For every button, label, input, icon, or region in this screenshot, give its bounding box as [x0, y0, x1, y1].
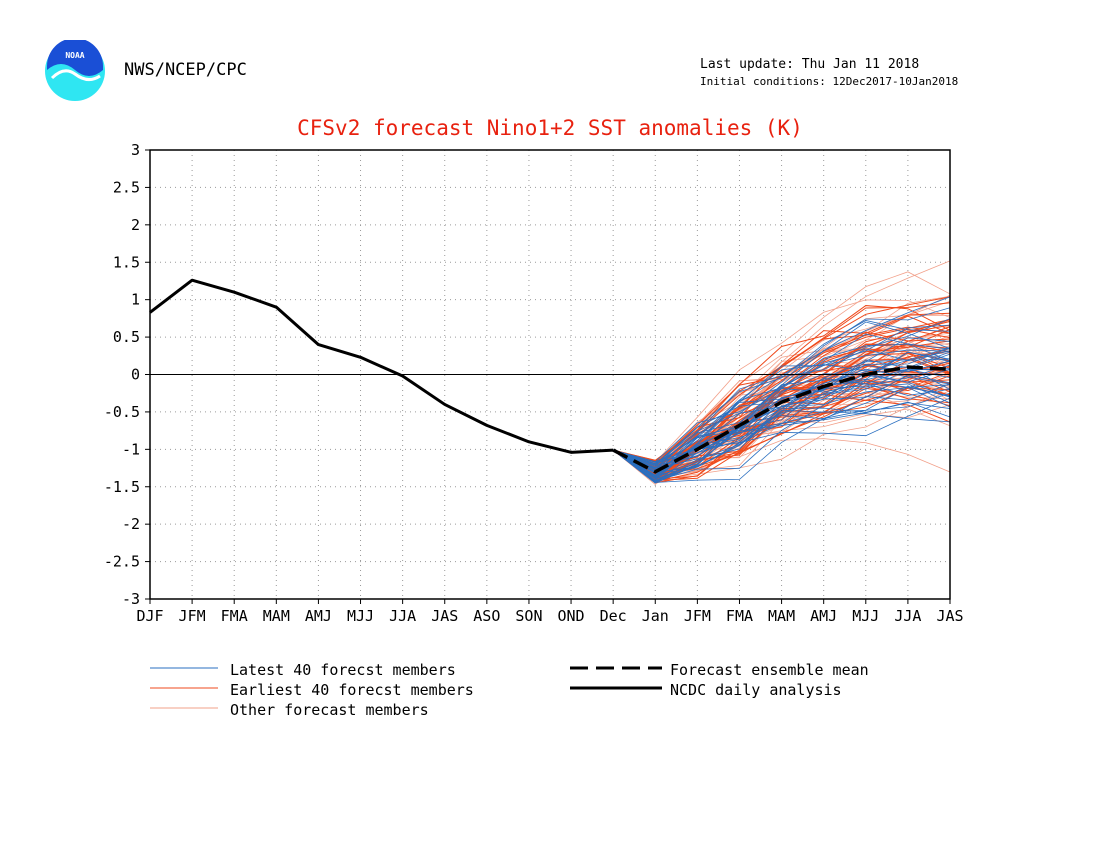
x-tick-label: JAS — [936, 607, 963, 625]
latest-member-line — [613, 349, 951, 469]
legend-earliest-label: Earliest 40 forecst members — [230, 681, 474, 699]
y-tick-label: -2.5 — [104, 553, 140, 571]
x-tick-label: OND — [558, 607, 585, 625]
legend-mean-label: Forecast ensemble mean — [670, 661, 869, 679]
x-tick-label: Dec — [600, 607, 627, 625]
latest-member-line — [612, 372, 951, 478]
y-tick-label: -2 — [122, 515, 140, 533]
latest-member-line — [612, 351, 951, 474]
y-tick-label: -1.5 — [104, 478, 140, 496]
x-tick-label: AMJ — [810, 607, 837, 625]
latest-members — [612, 296, 951, 484]
other-member-line — [613, 299, 951, 463]
y-tick-label: 1 — [131, 291, 140, 309]
x-tick-label: FMA — [221, 607, 248, 625]
axes-layer: DJF JFM FMA MAM AMJ MJJ JJA JAS ASO SON OND Dec Jan J… — [104, 141, 964, 625]
x-tick-label: DJF — [136, 607, 163, 625]
latest-member-line — [612, 364, 951, 483]
latest-member-line — [612, 321, 951, 470]
ensemble-mean-line — [612, 365, 951, 474]
y-tick-label: -3 — [122, 590, 140, 608]
analysis-line — [149, 278, 614, 454]
x-tick-label: MAM — [263, 607, 290, 625]
latest-member-line — [612, 337, 951, 477]
x-tick-label: Jan — [642, 607, 669, 625]
y-tick-label: 3 — [131, 141, 140, 159]
x-tick-label: JAS — [431, 607, 458, 625]
x-tick-label: AMJ — [305, 607, 332, 625]
latest-member-line — [612, 333, 951, 484]
y-tick-label: -0.5 — [104, 403, 140, 421]
x-tick-label: MJJ — [852, 607, 879, 625]
x-tick-label: ASO — [473, 607, 500, 625]
x-tick-label: MAM — [768, 607, 795, 625]
earliest-member-line — [612, 328, 951, 482]
latest-member-line — [612, 374, 951, 473]
latest-member-line — [612, 383, 951, 481]
latest-member-line — [612, 385, 951, 483]
last-update: Last update: Thu Jan 11 2018 — [700, 57, 920, 72]
earliest-member-line — [612, 365, 951, 480]
latest-member-line — [613, 318, 951, 464]
legend-other-label: Other forecast members — [230, 701, 429, 719]
noaa-logo-text: NOAA — [65, 51, 84, 60]
agency-label: NWS/NCEP/CPC — [124, 60, 247, 80]
legend-latest-label: Latest 40 forecst members — [230, 661, 456, 679]
chart-title: CFSv2 forecast Nino1+2 SST anomalies (K) — [297, 116, 803, 140]
noaa-logo-gull — [50, 69, 101, 81]
legend-analysis-label: NCDC daily analysis — [670, 681, 842, 699]
latest-member-line — [612, 368, 951, 473]
latest-member-line — [612, 358, 951, 470]
y-tick-label: 0.5 — [113, 328, 140, 346]
latest-member-line — [613, 320, 951, 465]
x-tick-label: SON — [515, 607, 542, 625]
y-tick-label: 1.5 — [113, 253, 140, 271]
legend: Latest 40 forecst members Earliest 40 fo… — [150, 661, 869, 719]
y-tick-label: 2 — [131, 216, 140, 234]
x-tick-label: JJA — [389, 607, 416, 625]
initial-conditions: Initial conditions: 12Dec2017-10Jan2018 — [700, 75, 959, 88]
series-layer — [149, 278, 951, 474]
x-tick-label: JFM — [179, 607, 206, 625]
x-tick-label: JFM — [684, 607, 711, 625]
latest-member-line — [612, 348, 951, 481]
x-tick-label: JJA — [894, 607, 921, 625]
y-tick-label: -1 — [122, 440, 140, 458]
y-tick-label: 2.5 — [113, 178, 140, 196]
latest-member-line — [612, 384, 951, 477]
chart-grid — [150, 150, 950, 599]
x-tick-label: MJJ — [347, 607, 374, 625]
x-tick-label: FMA — [726, 607, 753, 625]
noaa-logo: NOAA — [45, 40, 105, 101]
y-tick-label: 0 — [131, 366, 140, 384]
noaa-logo-blue — [47, 40, 103, 76]
